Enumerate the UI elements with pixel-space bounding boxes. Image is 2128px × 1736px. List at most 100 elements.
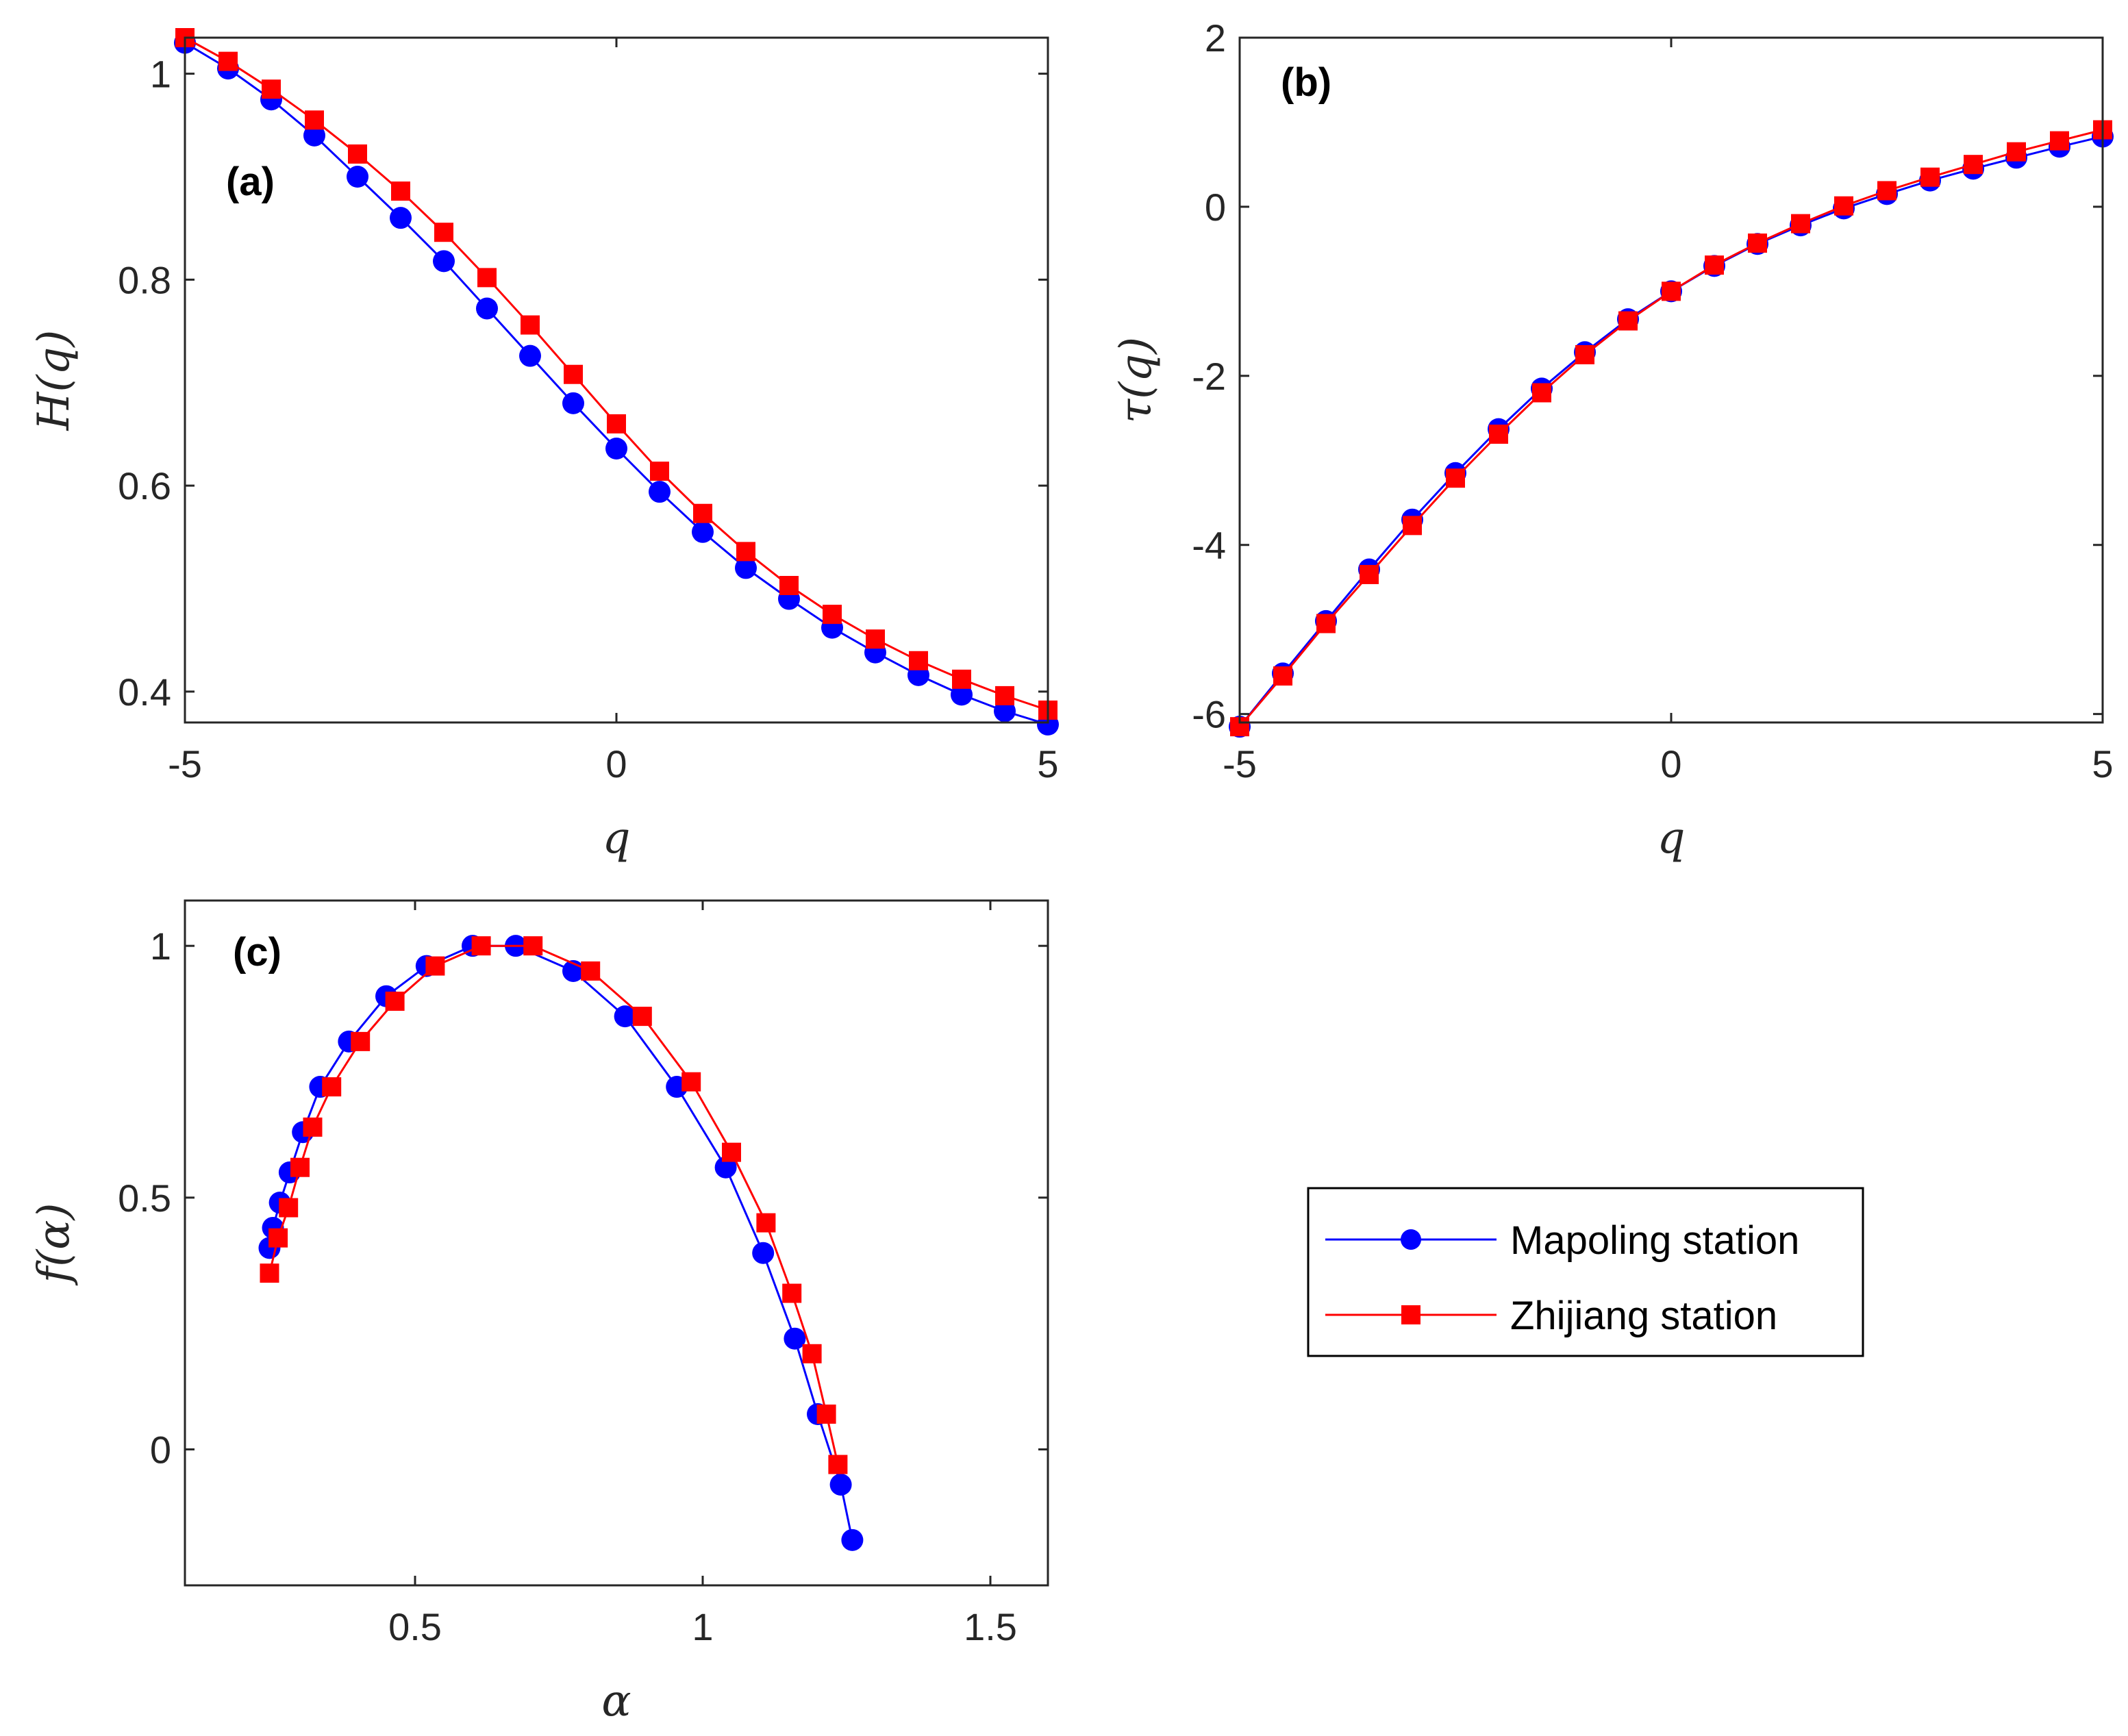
panel-a: -5 0 5 0.4 0.6 0.8 1 (a) q H(q) [29, 28, 1059, 864]
data-point-square [693, 503, 712, 523]
panel-b-ticks: -5 0 5 -6 -4 -2 0 2 [1192, 16, 2113, 785]
y-tick-label: 0 [150, 1428, 171, 1471]
y-tick-label: 0 [1205, 186, 1226, 229]
data-point-circle [735, 557, 757, 579]
legend-item-mapoling: Mapoling station [1325, 1218, 1799, 1263]
y-tick-label: -6 [1192, 693, 1226, 736]
data-point-square [779, 576, 799, 595]
x-tick-label: 5 [2092, 742, 2113, 785]
data-point-square [1489, 425, 1508, 444]
data-point-circle [951, 683, 973, 706]
legend-marker-square [1401, 1305, 1420, 1324]
legend-label-mapoling: Mapoling station [1510, 1218, 1799, 1263]
data-point-square [303, 1117, 323, 1137]
data-point-circle [829, 1473, 852, 1496]
data-point-square [816, 1405, 836, 1424]
y-tick-label: 2 [1205, 16, 1226, 60]
data-point-circle [433, 250, 455, 273]
panel-c-ticks: 0.5 1 1.5 0 0.5 1 [118, 901, 1048, 1648]
y-tick-label: 0.4 [118, 670, 171, 714]
data-point-square [1964, 155, 1983, 175]
data-point-square [564, 364, 583, 384]
legend-label-zhijiang: Zhijiang station [1510, 1294, 1777, 1338]
data-point-square [521, 315, 540, 335]
data-point-square [1618, 311, 1638, 331]
panel-c-label: (c) [233, 930, 281, 974]
data-point-square [425, 956, 445, 976]
data-point-square [471, 936, 491, 956]
legend: Mapoling station Zhijiang station [1307, 1187, 1864, 1357]
data-point-square [632, 1007, 652, 1027]
data-point-square [650, 462, 669, 481]
data-point-circle [614, 1005, 636, 1028]
x-tick-label: 1.5 [964, 1605, 1017, 1648]
data-point-square [1791, 214, 1810, 234]
data-point-square [866, 629, 885, 649]
data-point-square [607, 414, 626, 433]
data-point-square [434, 223, 453, 242]
data-point-square [1403, 516, 1422, 536]
panel-a-ylabel: H(q) [29, 330, 79, 431]
panel-b-series [1229, 120, 2114, 738]
data-point-square [681, 1072, 701, 1092]
data-point-circle [714, 1156, 737, 1179]
data-point-square [1705, 255, 1724, 275]
data-point-square [2050, 131, 2069, 151]
data-point-square [1273, 666, 1292, 686]
data-point-square [391, 181, 410, 201]
data-point-square [1532, 383, 1551, 403]
data-point-square [736, 542, 755, 562]
data-point-circle [994, 700, 1016, 722]
data-point-square [828, 1455, 848, 1474]
panel-c-xlabel: α [601, 1676, 631, 1726]
panel-b-ylabel: τ(q) [1111, 337, 1162, 423]
data-point-circle [752, 1242, 775, 1264]
x-tick-label: -5 [168, 742, 202, 785]
data-point-square [351, 1031, 371, 1051]
data-point-circle [692, 520, 714, 543]
data-point-square [2007, 142, 2026, 162]
data-point-square [279, 1198, 299, 1218]
data-point-circle [519, 344, 541, 367]
panel-c: 0.5 1 1.5 0 0.5 1 (c) α f(α) [29, 899, 1049, 1726]
data-point-square [1662, 281, 1681, 301]
data-point-circle [562, 392, 584, 414]
data-point-square [1877, 181, 1897, 201]
data-point-square [802, 1344, 822, 1363]
data-point-square [260, 1263, 279, 1283]
data-point-square [268, 1228, 288, 1248]
panel-b-xlabel: q [1657, 813, 1686, 864]
data-point-circle [390, 207, 412, 229]
x-tick-label: 0.5 [388, 1605, 442, 1648]
legend-item-zhijiang: Zhijiang station [1325, 1294, 1777, 1338]
data-point-square [1834, 196, 1853, 216]
data-point-circle [841, 1529, 864, 1551]
x-tick-label: 0 [605, 742, 627, 785]
data-point-square [909, 651, 928, 670]
data-point-circle [303, 124, 325, 147]
y-tick-label: 1 [150, 924, 171, 968]
x-tick-label: 5 [1037, 742, 1058, 785]
x-tick-label: -5 [1223, 742, 1257, 785]
data-point-square [1446, 468, 1465, 488]
data-point-square [523, 936, 543, 956]
data-point-circle [347, 166, 368, 188]
panel-b: -5 0 5 -6 -4 -2 0 2 (b) q τ(q) [1111, 16, 2114, 864]
data-point-square [581, 961, 601, 981]
data-point-square [477, 268, 497, 288]
data-point-circle [649, 481, 671, 503]
data-point-circle [605, 438, 627, 460]
data-point-square [1316, 614, 1336, 633]
data-point-square [218, 51, 238, 71]
data-point-square [1575, 344, 1594, 364]
data-point-square [756, 1213, 776, 1233]
x-tick-label: 0 [1660, 742, 1681, 785]
y-tick-label: -4 [1192, 524, 1226, 567]
data-point-square [1360, 564, 1379, 584]
data-point-circle [784, 1327, 806, 1350]
data-point-square [1920, 167, 1940, 187]
legend-marker-circle [1401, 1229, 1421, 1250]
y-tick-label: 1 [150, 53, 171, 96]
y-tick-label: 0.5 [118, 1177, 171, 1220]
